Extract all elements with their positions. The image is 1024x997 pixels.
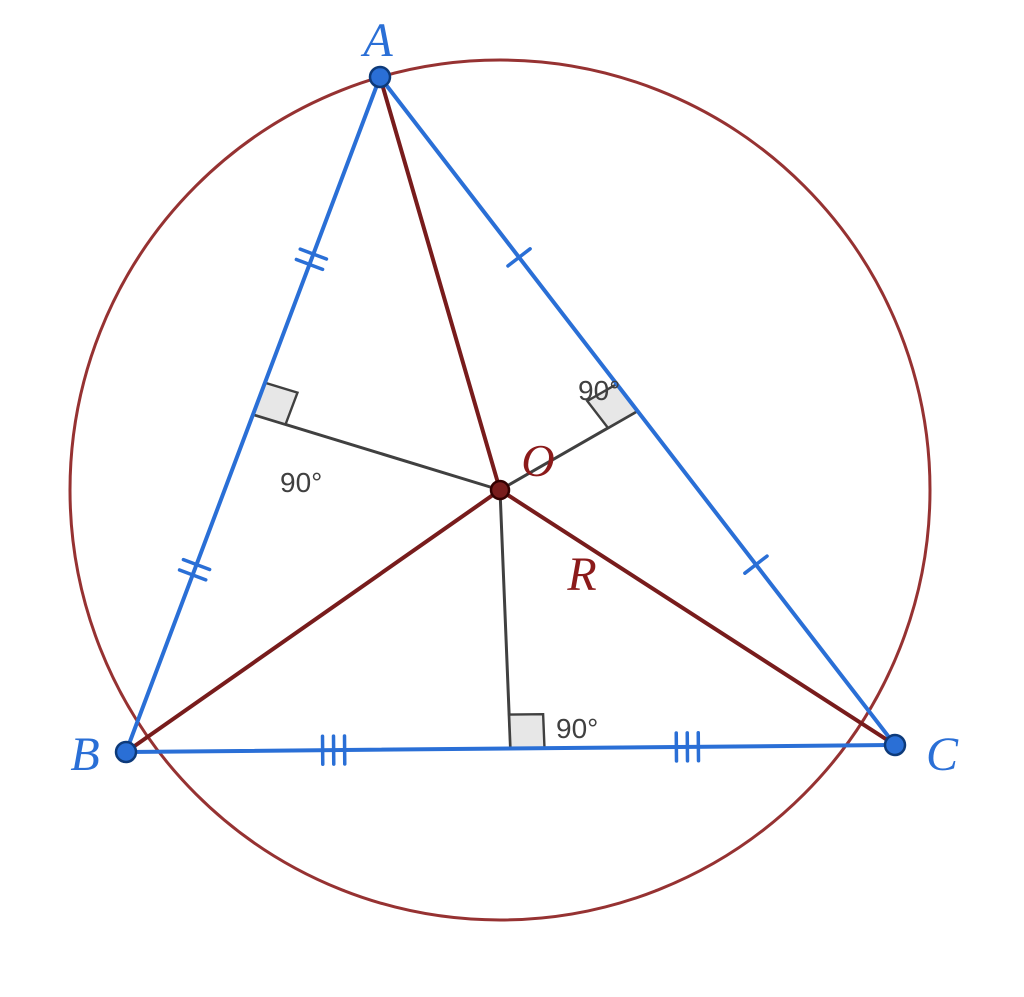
perp-bisector-bc (500, 490, 511, 749)
label-r: R (566, 548, 596, 601)
radius-oc (500, 490, 895, 745)
point-c (885, 735, 905, 755)
label-angle_ac: 90° (578, 375, 620, 406)
label-b: B (70, 728, 99, 781)
radius-ob (126, 490, 500, 752)
label-o: O (521, 435, 554, 486)
tick-ac-1-0 (745, 556, 767, 573)
point-o (491, 481, 509, 499)
label-c: C (926, 728, 959, 781)
radius-oa (380, 77, 500, 490)
circumcircle-diagram: A B C O R 90° 90° 90° (0, 0, 1024, 997)
tick-ac-0-0 (508, 249, 530, 266)
right-angle-box-ab (253, 383, 297, 425)
side-ab (126, 77, 380, 752)
side-ac (380, 77, 895, 745)
point-b (116, 742, 136, 762)
label-angle_bc: 90° (556, 713, 598, 744)
right-angle-box-bc (509, 714, 544, 748)
label-angle_ab: 90° (280, 467, 322, 498)
point-a (370, 67, 390, 87)
label-a: A (360, 14, 393, 67)
